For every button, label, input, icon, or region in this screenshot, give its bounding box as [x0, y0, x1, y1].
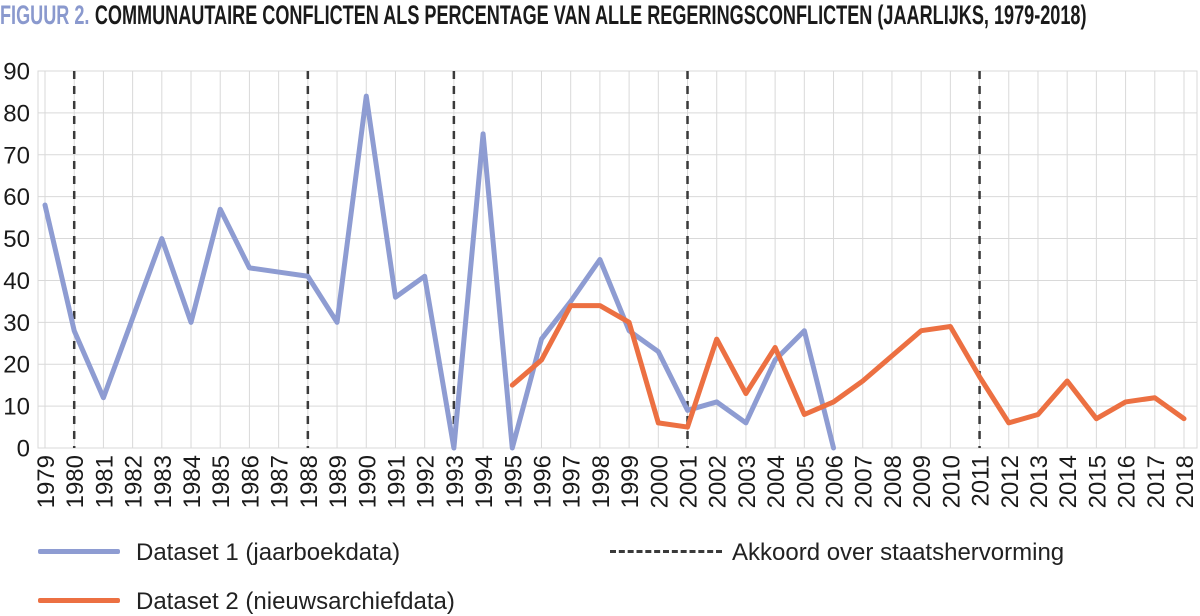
- x-tick-label: 1991: [383, 455, 410, 508]
- legend-label-dataset1: Dataset 1 (jaarboekdata): [136, 539, 401, 566]
- x-tick-label: 1989: [325, 455, 352, 508]
- x-tick-label: 1982: [121, 455, 148, 508]
- x-tick-label: 2005: [792, 455, 819, 508]
- legend-label-dataset2: Dataset 2 (nieuwsarchiefdata): [136, 588, 455, 615]
- x-tick-label: 2017: [1143, 455, 1170, 508]
- plot-border: [37, 70, 1198, 449]
- y-tick-label: 0: [17, 436, 30, 463]
- x-tick-label: 2010: [938, 455, 965, 508]
- x-tick-label: 2001: [676, 455, 703, 508]
- x-axis-labels: 1979 1980 1981 1982 1983 1984 1985 1986 1987 1988…: [33, 455, 1199, 508]
- x-tick-label: 1984: [179, 455, 206, 508]
- x-tick-label: 1992: [413, 455, 440, 508]
- y-tick-label: 10: [3, 394, 30, 421]
- figure-title: FIGUUR 2. COMMUNAUTAIRE CONFLICTEN ALS PE…: [0, 0, 1086, 31]
- x-tick-label: 1995: [500, 455, 527, 508]
- x-tick-label: 2000: [646, 455, 673, 508]
- y-tick-label: 60: [3, 184, 30, 211]
- x-tick-label: 1981: [91, 455, 118, 508]
- x-tick-label: 1983: [150, 455, 177, 508]
- x-tick-label: 1986: [237, 455, 264, 508]
- y-tick-label: 30: [3, 310, 30, 337]
- x-tick-label: 2016: [1114, 455, 1141, 508]
- x-tick-label: 2012: [997, 455, 1024, 508]
- y-tick-label: 40: [3, 268, 30, 295]
- x-tick-label: 2002: [705, 455, 732, 508]
- x-tick-label: 2015: [1084, 455, 1111, 508]
- x-tick-label: 1998: [588, 455, 615, 508]
- x-tick-label: 2004: [763, 455, 790, 508]
- x-tick-label: 2013: [1026, 455, 1053, 508]
- figure-caption: COMMUNAUTAIRE CONFLICTEN ALS PERCENTAGE …: [94, 0, 1087, 30]
- legend-swatch-dataset2: [38, 598, 120, 603]
- x-tick-label: 1994: [471, 455, 498, 508]
- x-tick-label: 2007: [851, 455, 878, 508]
- x-tick-label: 1996: [529, 455, 556, 508]
- x-tick-label: 2003: [734, 455, 761, 508]
- x-tick-label: 1980: [62, 455, 89, 508]
- x-tick-label: 1985: [208, 455, 235, 508]
- y-tick-label: 70: [3, 142, 30, 169]
- y-tick-label: 90: [3, 59, 30, 86]
- x-tick-label: 2009: [909, 455, 936, 508]
- series-line-dataset1: [42, 93, 837, 451]
- x-tick-label: 2018: [1172, 455, 1199, 508]
- y-axis-labels: 0 10 20 30 40 50 60 70 80 90: [3, 59, 30, 463]
- x-tick-label: 1979: [33, 455, 60, 508]
- reform-lines: [72, 71, 981, 448]
- series-line-dataset2: [509, 303, 1187, 430]
- y-tick-label: 80: [3, 100, 30, 127]
- x-tick-label: 1997: [559, 455, 586, 508]
- x-tick-label: 2014: [1055, 455, 1082, 508]
- x-tick-label: 2006: [822, 455, 849, 508]
- legend-swatch-reform: [610, 550, 722, 553]
- legend-label-reform: Akkoord over staatshervorming: [732, 539, 1065, 566]
- x-tick-label: 1987: [267, 455, 294, 508]
- legend-swatch-dataset1: [38, 549, 120, 554]
- figure-number: FIGUUR 2.: [0, 0, 90, 30]
- x-tick-label: 2008: [880, 455, 907, 508]
- x-tick-label: 1990: [354, 455, 381, 508]
- x-tick-label: 1993: [442, 455, 469, 508]
- gridlines: [38, 70, 1197, 449]
- y-tick-label: 50: [3, 226, 30, 253]
- y-tick-label: 20: [3, 352, 30, 379]
- x-tick-label: 1999: [617, 455, 644, 508]
- x-tick-label: 1988: [296, 455, 323, 508]
- x-tick-label: 2011: [968, 455, 995, 507]
